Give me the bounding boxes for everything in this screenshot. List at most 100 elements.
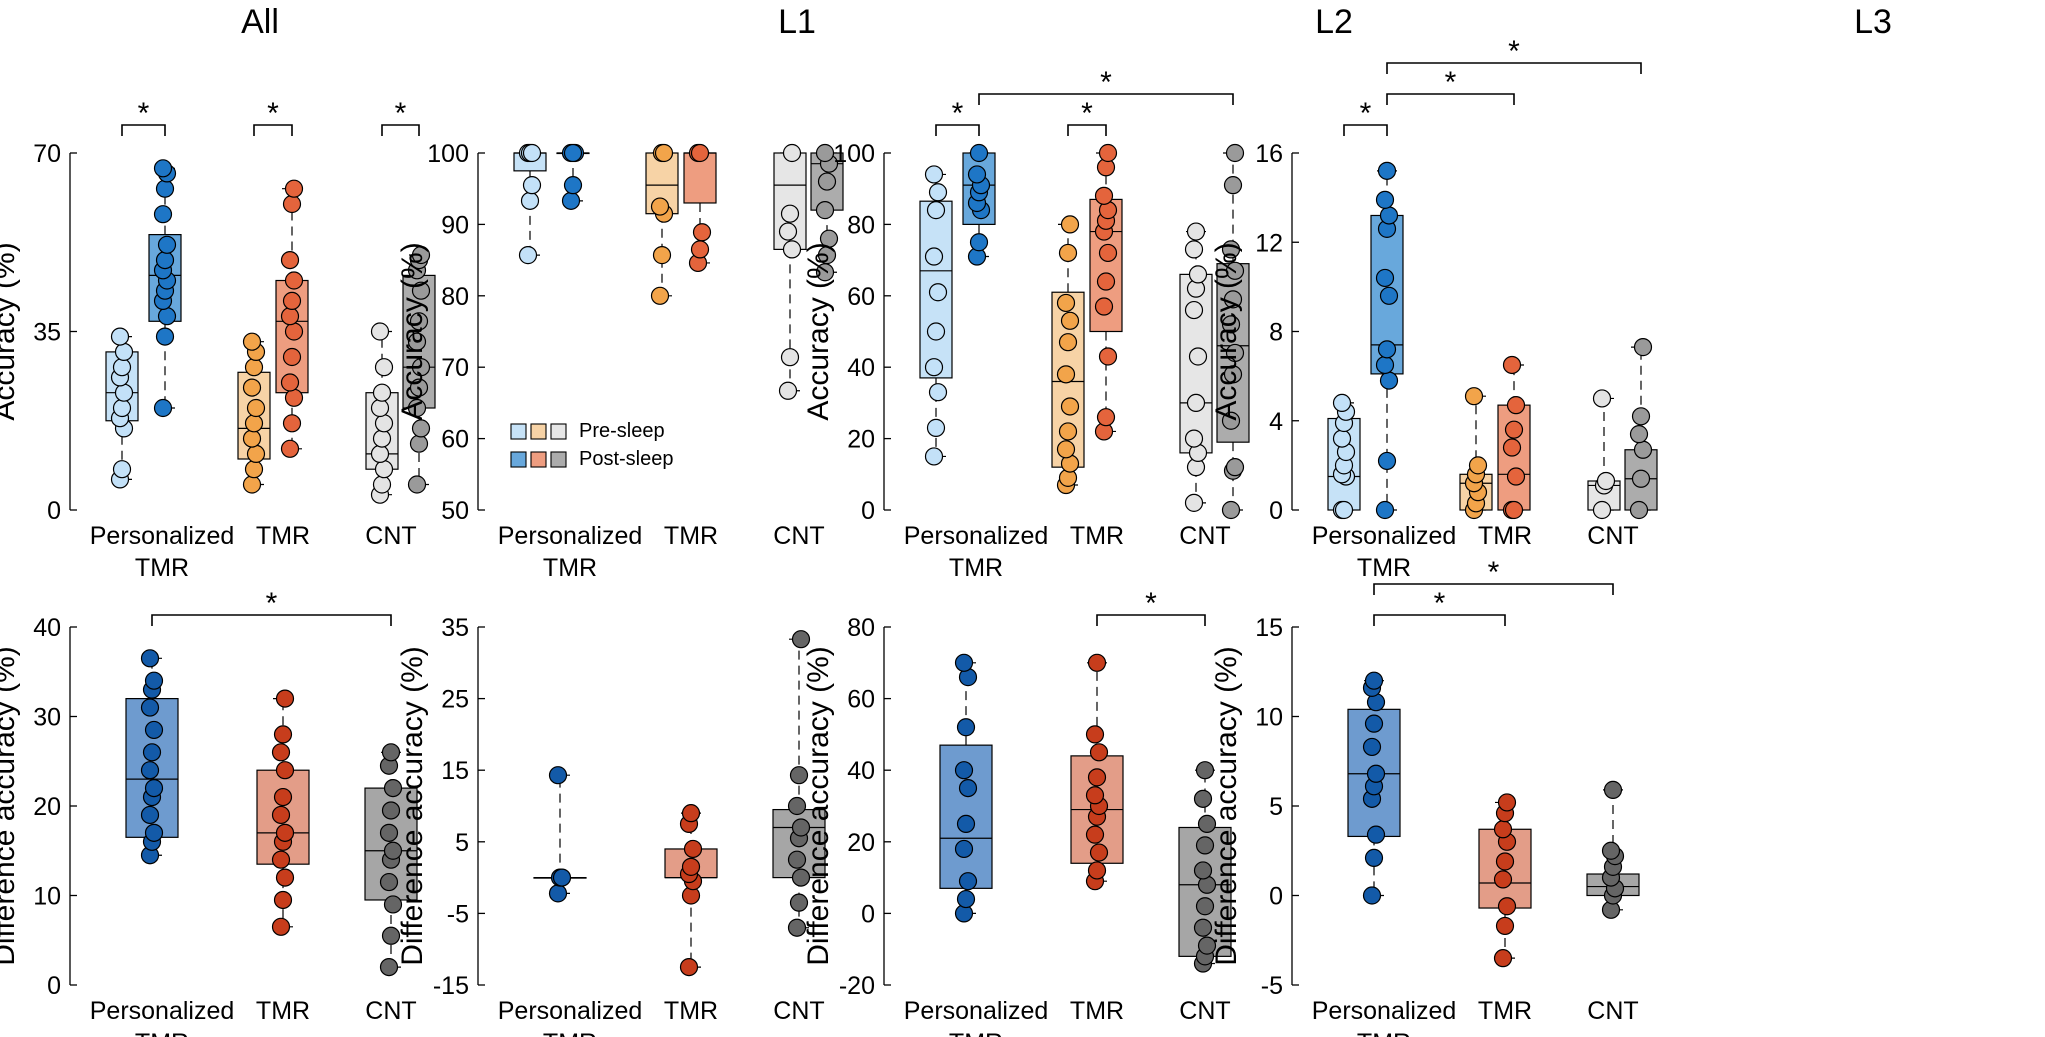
data-point [1364, 714, 1384, 733]
data-point [1497, 793, 1517, 812]
significance-star: * [395, 97, 407, 130]
significance-bracket: * [1373, 556, 1614, 595]
data-point [381, 801, 401, 820]
data-point [246, 398, 266, 418]
category-label: CNT [365, 997, 416, 1025]
data-point [520, 191, 540, 210]
y-tick-label: 0 [861, 497, 875, 525]
data-point [1221, 500, 1241, 520]
data-point [787, 796, 807, 816]
box-pre-2 [365, 322, 399, 504]
data-point [815, 201, 835, 220]
y-tick-label: 4 [1269, 408, 1283, 436]
data-point [926, 322, 946, 341]
data-point [650, 197, 670, 216]
data-point [110, 327, 130, 346]
bracket-line [1386, 62, 1642, 74]
data-point [271, 917, 291, 936]
data-point [1221, 411, 1241, 430]
category-label: CNT [365, 522, 416, 550]
data-point [280, 439, 300, 458]
data-point [1193, 789, 1213, 808]
category-label: TMR [1070, 997, 1124, 1025]
significance-star: * [1488, 556, 1500, 589]
data-point [654, 143, 674, 163]
data-point [1493, 820, 1513, 839]
chart-title: L2 [1315, 3, 1353, 41]
data-point [372, 429, 392, 448]
data-point [1087, 861, 1107, 880]
data-point [1633, 338, 1653, 357]
category-label: TMR [664, 997, 718, 1025]
chart-title: L1 [778, 3, 816, 41]
category-label: TMR [135, 554, 189, 582]
y-tick-label: -15 [433, 972, 469, 1000]
data-point [411, 358, 431, 377]
box-1 [1478, 793, 1532, 968]
category-label: Personalized [498, 522, 643, 550]
data-point [1186, 393, 1206, 412]
category-label: Personalized [904, 522, 1049, 550]
y-tick-label: 15 [1255, 614, 1283, 642]
y-tick-label: 10 [1255, 704, 1283, 732]
data-point [787, 850, 807, 869]
data-point [1596, 471, 1616, 491]
bracket-line [151, 614, 392, 626]
data-point [383, 841, 403, 860]
bracket-line [935, 124, 980, 136]
data-point [1362, 737, 1382, 757]
data-point [144, 671, 164, 690]
data-point [273, 725, 293, 744]
data-point [954, 761, 974, 780]
significance-star: * [1434, 587, 1446, 620]
data-point [383, 778, 403, 798]
box-post-2 [1624, 338, 1658, 520]
significance-bracket: * [121, 97, 166, 136]
data-point [780, 348, 800, 367]
y-tick-label: 30 [33, 704, 61, 732]
data-point [140, 805, 160, 825]
data-point [926, 201, 946, 220]
data-point [1184, 429, 1204, 448]
data-point [1504, 500, 1524, 520]
data-point [1375, 268, 1395, 288]
data-point [956, 889, 976, 909]
box-post-1 [683, 143, 717, 273]
data-point [1362, 886, 1382, 905]
data-point [789, 766, 809, 785]
bracket-line [1067, 124, 1107, 136]
data-point [1058, 243, 1078, 263]
bracket-line [121, 124, 166, 136]
data-point [284, 388, 304, 407]
box-2 [772, 630, 826, 937]
data-point [1334, 500, 1354, 520]
data-point [1193, 918, 1213, 937]
y-tick-label: 5 [1269, 793, 1283, 821]
y-tick-label: 20 [847, 829, 875, 857]
chart-panel-5: -15 -5 5 15 25 35 Difference accuracy (%) Perso… [396, 614, 826, 1037]
significance-bracket: * [1343, 97, 1388, 136]
data-point [787, 918, 807, 937]
data-point [244, 460, 264, 479]
data-point [1366, 764, 1386, 783]
data-point [407, 475, 427, 494]
y-tick-label: 70 [441, 354, 469, 382]
bracket-line [1373, 614, 1506, 626]
data-point [1468, 456, 1488, 475]
y-tick-label: 0 [47, 972, 61, 1000]
box-1 [1070, 653, 1124, 891]
category-label: TMR [1478, 522, 1532, 550]
data-point [1495, 852, 1515, 871]
data-point [1188, 265, 1208, 284]
data-point [275, 868, 295, 887]
y-tick-label: 35 [441, 614, 469, 642]
box-pre-1 [1459, 387, 1493, 520]
data-point [1603, 780, 1623, 799]
data-point [1056, 365, 1076, 384]
data-point [956, 718, 976, 737]
data-point [1225, 261, 1245, 280]
data-point [271, 805, 291, 825]
data-point [778, 381, 798, 400]
data-point [1506, 396, 1526, 415]
data-point [1375, 500, 1395, 520]
